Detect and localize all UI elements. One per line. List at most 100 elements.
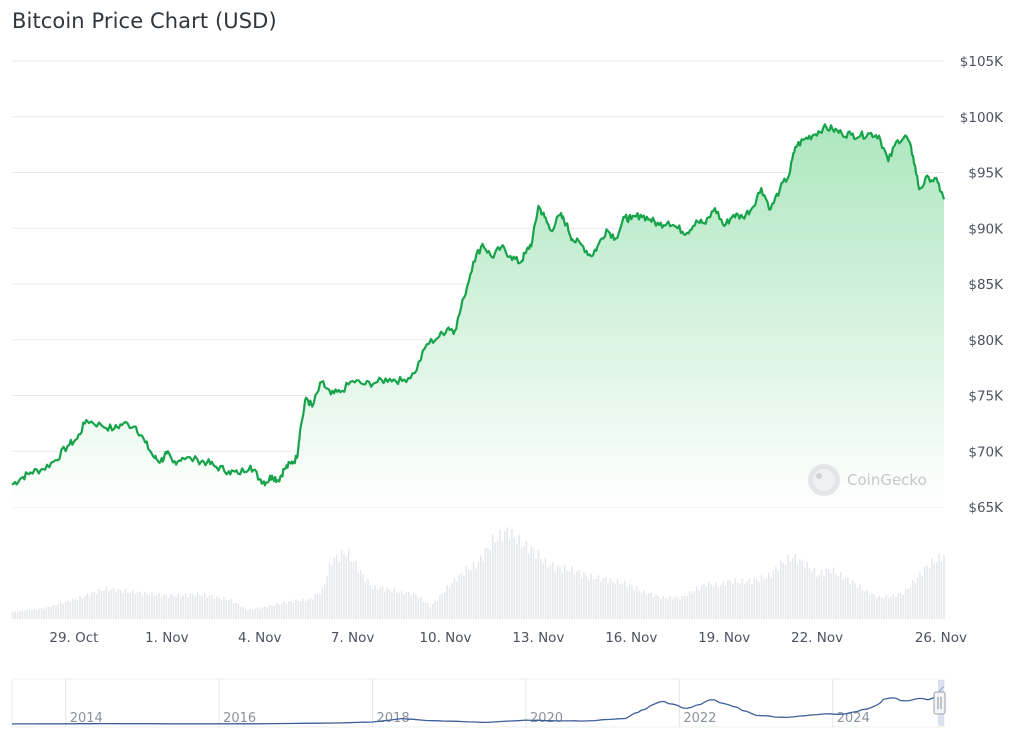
volume-bar <box>477 562 480 619</box>
volume-bar <box>151 592 153 619</box>
volume-bar <box>280 603 283 619</box>
volume-bar <box>264 606 266 619</box>
volume-bar <box>880 597 883 619</box>
volume-bar <box>768 572 770 619</box>
volume-bar <box>679 599 681 619</box>
volume-bar <box>120 590 122 619</box>
volume-bar <box>348 548 350 619</box>
volume-bar <box>724 586 727 619</box>
volume-bar <box>434 600 436 619</box>
x-tick-label: 22. Nov <box>791 630 843 646</box>
volume-bar <box>715 582 717 619</box>
volume-bar <box>170 594 172 619</box>
volume-bar <box>468 570 470 619</box>
volume-bar <box>352 562 355 619</box>
volume-bar <box>307 599 309 619</box>
volume-bar <box>722 581 724 619</box>
volume-bar <box>842 579 844 619</box>
volume-bar <box>247 610 249 619</box>
volume-bar <box>667 598 669 619</box>
volume-bar <box>184 593 187 619</box>
volume-bar <box>736 582 739 619</box>
volume-bar <box>933 563 936 619</box>
volume-bar <box>268 605 271 619</box>
volume-bar <box>297 601 300 619</box>
volume-bar <box>19 610 21 619</box>
volume-bar <box>849 584 852 619</box>
volume-bar <box>909 587 912 619</box>
y-tick-label: $80K <box>968 333 1004 349</box>
volume-bar <box>691 593 693 619</box>
volume-bar <box>571 566 573 619</box>
volume-bar <box>52 604 55 619</box>
volume-bar <box>919 572 921 619</box>
volume-bar <box>132 589 134 619</box>
volume-bar <box>801 560 804 619</box>
volume-bar <box>213 598 216 619</box>
volume-bar <box>26 609 28 619</box>
volume-bar <box>240 607 242 619</box>
volume-bar <box>585 575 588 619</box>
x-tick-label: 4. Nov <box>238 630 282 646</box>
volume-bar <box>180 596 182 619</box>
volume-bar <box>609 578 612 619</box>
volume-bar <box>636 586 638 619</box>
volume-bar <box>748 578 751 619</box>
volume-bar <box>595 579 597 619</box>
volume-bar <box>532 548 535 619</box>
volume-bar <box>88 596 91 619</box>
volume-bar <box>340 550 343 619</box>
volume-bar <box>926 565 928 619</box>
volume-bar <box>796 564 799 619</box>
price-area <box>12 124 944 508</box>
volume-bar <box>600 582 602 619</box>
volume-bar <box>780 560 782 619</box>
volume-bar <box>840 571 842 619</box>
volume-bar <box>580 577 583 619</box>
volume-bar <box>278 604 280 619</box>
volume-bar <box>302 598 304 619</box>
navigator-tick-label: 2020 <box>530 711 563 726</box>
volume-bar <box>400 590 403 619</box>
volume-bar <box>441 593 444 619</box>
volume-bar <box>864 591 866 619</box>
volume-bar <box>698 590 700 619</box>
volume-bar <box>638 590 640 619</box>
navigator-tick-label: 2014 <box>70 711 103 726</box>
chart-title: Bitcoin Price Chart (USD) <box>12 9 277 33</box>
volume-bar <box>355 561 357 619</box>
volume-bar <box>273 605 276 619</box>
volume-bar <box>379 588 381 619</box>
volume-bar <box>556 565 559 619</box>
navigator[interactable]: 2014 2016 2018 2020 2022 2024 <box>11 678 946 728</box>
volume-bar <box>182 595 184 619</box>
volume-bar <box>823 576 825 619</box>
volume-bar <box>888 597 890 619</box>
volume-bar <box>794 553 796 619</box>
volume-bar <box>854 583 856 619</box>
volume-bar <box>931 558 933 619</box>
volume-bar <box>816 576 818 619</box>
volume-bar <box>799 559 801 619</box>
y-axis: $65K $70K $75K $80K $85K $90K $95K $100K $105K <box>960 54 1004 516</box>
volume-bar <box>583 572 585 619</box>
volume-bar <box>451 583 453 619</box>
volume-bar <box>424 602 427 619</box>
volume-bar <box>492 534 494 619</box>
navigator-handle[interactable] <box>933 691 946 715</box>
y-tick-label: $70K <box>968 444 1004 460</box>
volume-bar <box>324 584 326 619</box>
volume-bar <box>904 589 907 619</box>
volume-bar <box>537 550 540 619</box>
volume-bar <box>943 554 945 619</box>
volume-bar <box>873 594 876 619</box>
volume-bar <box>720 584 722 619</box>
volume-bar <box>705 586 708 619</box>
volume-bar <box>688 591 691 619</box>
volume-bar <box>384 591 386 619</box>
volume-bar <box>230 599 232 619</box>
x-tick-label: 29. Oct <box>49 630 98 646</box>
volume-bar <box>684 595 686 619</box>
volume-bar <box>739 583 741 619</box>
volume-bar <box>852 580 854 619</box>
